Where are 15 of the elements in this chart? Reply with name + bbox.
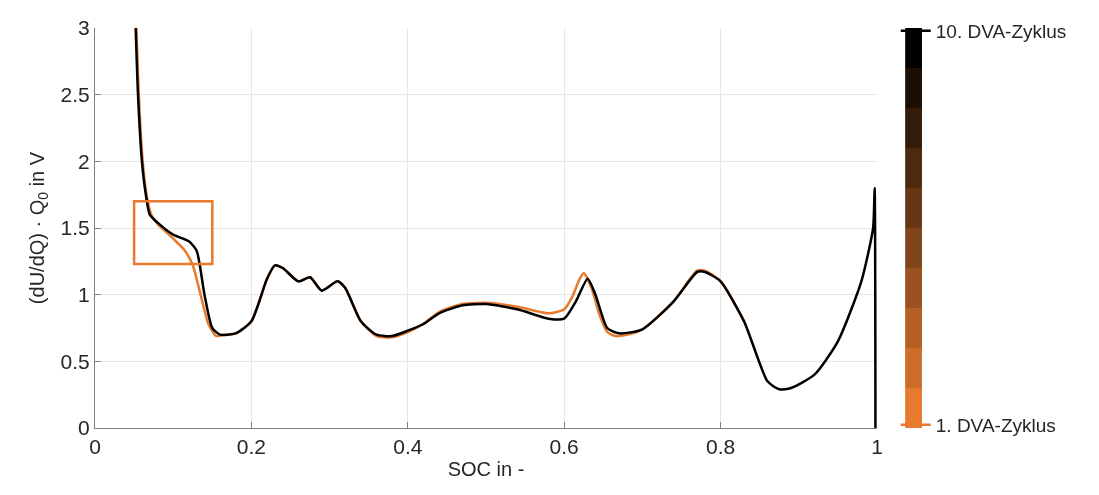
- x-tick-label: 0.6: [549, 435, 579, 459]
- x-tick-label: 0.4: [393, 435, 423, 459]
- y-tick-label: 2: [78, 149, 90, 173]
- y-tick-label: 0.5: [60, 349, 90, 373]
- y-tick-label: 1.5: [60, 216, 90, 240]
- x-tick-label: 0.8: [706, 435, 736, 459]
- legend-label: 1. DVA-Zyklus: [935, 415, 1056, 437]
- y-tick-label: 1: [78, 283, 90, 307]
- legend-label: 10. DVA-Zyklus: [935, 21, 1067, 43]
- y-tick-label: 3: [78, 16, 90, 40]
- x-tick-label: 1: [871, 435, 883, 459]
- x-tick-label: 0.2: [236, 435, 266, 459]
- y-tick-label: 2.5: [60, 83, 90, 107]
- y-tick-label: 0: [78, 416, 90, 440]
- x-axis-title: SOC in -: [447, 457, 525, 480]
